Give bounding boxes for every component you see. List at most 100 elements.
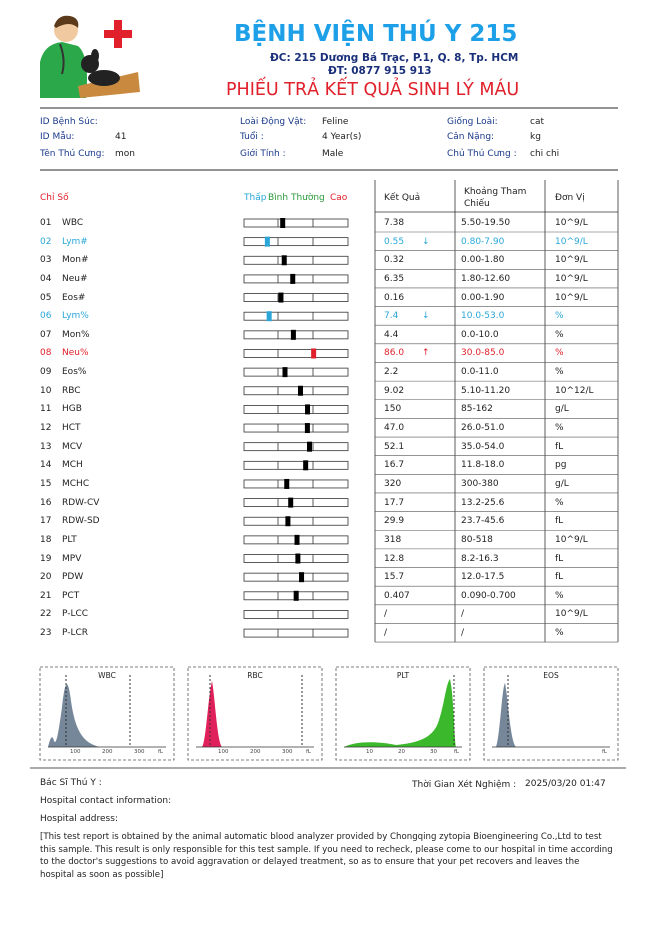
logo bbox=[40, 15, 140, 98]
row-number: 20 bbox=[40, 572, 52, 583]
row-reference: 0.00-1.80 bbox=[461, 255, 505, 266]
row-name: RBC bbox=[62, 385, 81, 396]
info-value: 4 Year(s) bbox=[322, 132, 362, 142]
row-reference: 80-518 bbox=[461, 534, 493, 545]
row-name: MCH bbox=[62, 460, 83, 471]
row-result: 0.407 bbox=[384, 590, 410, 601]
result-marker bbox=[285, 516, 291, 527]
row-number: 14 bbox=[40, 460, 52, 471]
row-unit: % bbox=[555, 348, 564, 359]
row-unit: % bbox=[555, 590, 564, 601]
result-marker bbox=[264, 236, 270, 247]
range-bar bbox=[243, 628, 349, 638]
row-name: RDW-SD bbox=[62, 516, 100, 527]
header-reference: Khoảng Tham Chiếu bbox=[464, 187, 527, 209]
row-reference: / bbox=[461, 628, 465, 639]
row-unit: g/L bbox=[555, 478, 569, 489]
row-number: 11 bbox=[40, 404, 52, 415]
row-unit: 10^9/L bbox=[555, 273, 588, 284]
row-reference: 26.0-51.0 bbox=[461, 423, 505, 434]
row-name: PLT bbox=[62, 534, 77, 545]
range-bar bbox=[243, 237, 349, 247]
row-unit: 10^9/L bbox=[555, 255, 588, 266]
doctor-label: Bác Sĩ Thú Y : bbox=[40, 778, 102, 788]
result-marker bbox=[280, 218, 286, 228]
histogram-title: WBC bbox=[98, 671, 116, 680]
row-number: 17 bbox=[40, 516, 52, 527]
row-number: 09 bbox=[40, 367, 52, 378]
histogram-title: PLT bbox=[396, 671, 410, 680]
info-value: cat bbox=[530, 117, 544, 127]
row-number: 05 bbox=[40, 292, 52, 303]
info-label: ID Mẫu: bbox=[40, 132, 75, 142]
row-result: 52.1 bbox=[384, 441, 405, 452]
row-result: 9.02 bbox=[384, 385, 405, 396]
histogram-axis-label: 20 bbox=[398, 749, 405, 755]
row-result: 7.38 bbox=[384, 218, 405, 228]
row-unit: pg bbox=[555, 460, 567, 471]
range-bar bbox=[243, 404, 349, 414]
row-number: 15 bbox=[40, 478, 52, 489]
row-result: 16.7 bbox=[384, 460, 405, 471]
row-name: PDW bbox=[62, 572, 84, 583]
row-name: Mon# bbox=[62, 255, 89, 266]
histogram-axis-label: fL bbox=[306, 749, 312, 755]
row-number: 22 bbox=[40, 609, 52, 620]
row-reference: 12.0-17.5 bbox=[461, 572, 505, 583]
range-bar bbox=[243, 255, 349, 265]
histogram-box bbox=[483, 666, 619, 761]
report-title: PHIẾU TRẢ KẾT QUẢ SINH LÝ MÁU bbox=[226, 80, 520, 100]
row-unit: % bbox=[555, 329, 564, 340]
row-unit: 10^9/L bbox=[555, 218, 588, 228]
histogram-curves bbox=[48, 675, 516, 747]
contact-label: Hospital contact information: bbox=[40, 796, 172, 806]
range-bar bbox=[243, 460, 349, 470]
result-marker bbox=[303, 460, 309, 471]
row-unit: fL bbox=[555, 441, 564, 452]
result-marker bbox=[305, 404, 311, 415]
range-bar bbox=[243, 311, 349, 321]
row-name: HGB bbox=[62, 404, 82, 415]
histogram-box bbox=[187, 666, 323, 761]
row-name: PCT bbox=[62, 590, 80, 601]
row-result: 12.8 bbox=[384, 553, 405, 564]
row-number: 16 bbox=[40, 497, 52, 508]
result-marker bbox=[284, 478, 290, 489]
histogram-box bbox=[335, 666, 471, 761]
row-reference: 23.7-45.6 bbox=[461, 516, 505, 527]
histogram-axis-label: fL bbox=[602, 749, 608, 755]
row-unit: % bbox=[555, 367, 564, 378]
test-time: 2025/03/20 01:47 bbox=[525, 779, 606, 789]
row-flag: ↑ bbox=[422, 348, 430, 359]
row-unit: % bbox=[555, 423, 564, 434]
result-marker bbox=[290, 329, 296, 340]
result-marker bbox=[266, 311, 272, 322]
row-result: / bbox=[384, 628, 388, 639]
result-marker bbox=[278, 292, 284, 303]
info-label: Loài Động Vật: bbox=[240, 117, 307, 127]
row-result: 2.2 bbox=[384, 367, 399, 378]
row-result: 0.16 bbox=[384, 292, 405, 303]
range-bar bbox=[243, 386, 349, 396]
row-reference: 5.50-19.50 bbox=[461, 218, 511, 228]
histogram-axis-label: 200 bbox=[250, 749, 261, 755]
range-bar bbox=[243, 367, 349, 377]
row-name: MPV bbox=[62, 553, 82, 564]
row-unit: % bbox=[555, 497, 564, 508]
header-normal: Bình Thường bbox=[268, 193, 325, 203]
header-unit: Đơn Vị bbox=[555, 193, 585, 203]
row-name: MCV bbox=[62, 441, 83, 452]
info-value: chi chi bbox=[530, 149, 560, 159]
row-name: MCHC bbox=[62, 478, 90, 489]
info-label: Giới Tính : bbox=[240, 149, 286, 159]
row-name: Mon% bbox=[62, 329, 90, 340]
row-reference: 5.10-11.20 bbox=[461, 385, 511, 396]
range-bar bbox=[243, 479, 349, 489]
row-result: 320 bbox=[384, 478, 402, 489]
row-name: P-LCC bbox=[62, 609, 89, 620]
histogram-axis-label: 200 bbox=[102, 749, 113, 755]
row-number: 19 bbox=[40, 553, 52, 564]
range-bar bbox=[243, 349, 349, 358]
address-label: Hospital address: bbox=[40, 814, 118, 824]
row-number: 18 bbox=[40, 534, 52, 545]
